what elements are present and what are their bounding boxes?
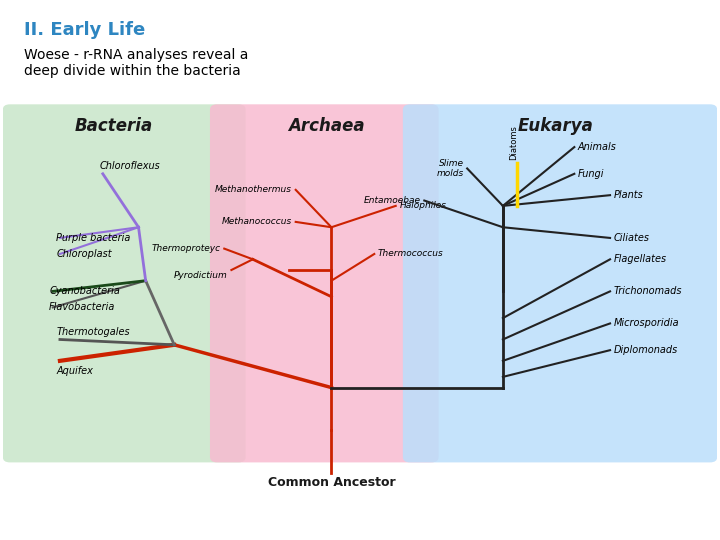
Text: Diatoms: Diatoms	[509, 126, 518, 160]
Text: Slime
molds: Slime molds	[436, 159, 464, 178]
Text: Plants: Plants	[613, 190, 644, 200]
Text: Methanococcus: Methanococcus	[222, 218, 292, 226]
Text: Animals: Animals	[578, 142, 617, 152]
Text: Bacteria: Bacteria	[74, 117, 153, 134]
Text: Flagellates: Flagellates	[613, 254, 667, 264]
Text: Flavobacteria: Flavobacteria	[49, 302, 116, 313]
Text: Methanothermus: Methanothermus	[215, 185, 292, 194]
Text: Cyanobacteria: Cyanobacteria	[49, 286, 120, 296]
Text: Thermoproteус: Thermoproteус	[151, 244, 221, 253]
Text: Fungi: Fungi	[578, 169, 604, 179]
Text: Thermotogales: Thermotogales	[56, 327, 130, 337]
FancyBboxPatch shape	[403, 104, 717, 462]
Text: Purple bacteria: Purple bacteria	[56, 233, 131, 243]
Text: Aquifex: Aquifex	[56, 366, 93, 376]
Text: Pyrodictium: Pyrodictium	[174, 271, 228, 280]
FancyBboxPatch shape	[210, 104, 438, 462]
Text: Common Ancestor: Common Ancestor	[268, 476, 395, 489]
Text: Chloroplast: Chloroplast	[56, 249, 112, 259]
Text: II. Early Life: II. Early Life	[24, 22, 145, 39]
Text: Diplomonads: Diplomonads	[613, 345, 678, 355]
Text: Thermococcus: Thermococcus	[378, 249, 444, 259]
FancyBboxPatch shape	[3, 104, 246, 462]
Text: Woese - r-RNA analyses reveal a
deep divide within the bacteria: Woese - r-RNA analyses reveal a deep div…	[24, 48, 248, 78]
Text: Halophiles: Halophiles	[400, 201, 446, 211]
Text: Trichonomads: Trichonomads	[613, 286, 682, 296]
Text: Ciliates: Ciliates	[613, 233, 649, 243]
Text: Chloroflexus: Chloroflexus	[99, 161, 160, 171]
Text: Entamoebae: Entamoebae	[364, 196, 420, 205]
Text: Microsporidia: Microsporidia	[613, 319, 679, 328]
Text: Eukarya: Eukarya	[517, 117, 593, 134]
Text: Archaea: Archaea	[289, 117, 365, 134]
